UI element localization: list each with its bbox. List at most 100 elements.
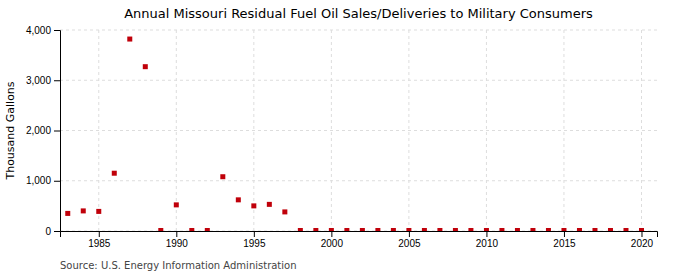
- point: [375, 228, 380, 231]
- point: [639, 228, 644, 231]
- point: [453, 228, 458, 231]
- tick-label: 1990: [166, 238, 189, 249]
- tick: 4,000: [26, 25, 60, 36]
- tick-mark: [331, 231, 332, 237]
- tick: 1,000: [26, 175, 60, 186]
- grid-line-x: [563, 30, 564, 231]
- grid-line-y: [60, 130, 657, 131]
- grid-line-x: [331, 30, 332, 231]
- point: [422, 228, 427, 231]
- point: [623, 228, 628, 231]
- y-axis: 0 1,000 2,000 3,000 4,000: [26, 25, 61, 237]
- point: [344, 228, 349, 231]
- grid-line-y: [60, 30, 657, 31]
- tick: 2,000: [26, 125, 60, 136]
- tick-label: 0: [45, 226, 51, 237]
- tick-label: 2020: [631, 238, 654, 249]
- point: [313, 228, 318, 231]
- x-axis: 1985 1990 1995 2000 2005 2010 2015 2020: [61, 231, 658, 249]
- source-note: Source: U.S. Energy Information Administ…: [60, 260, 297, 271]
- point: [484, 228, 489, 231]
- tick: 2020: [631, 231, 654, 249]
- grid-line-x: [486, 30, 487, 231]
- point: [112, 171, 117, 176]
- grid: [60, 30, 657, 231]
- point: [577, 228, 582, 231]
- tick-label: 1995: [243, 238, 266, 249]
- point: [360, 228, 365, 231]
- point: [608, 228, 613, 231]
- tick-label: 1985: [88, 238, 111, 249]
- plot-area: 1985 1990 1995 2000 2005 2010 2015 2020 0 1,000 2,…: [26, 25, 658, 249]
- point: [81, 208, 86, 213]
- grid-line-x: [408, 30, 409, 231]
- point: [127, 37, 132, 42]
- tick: 2005: [398, 231, 421, 249]
- tick-label: 3,000: [26, 75, 51, 86]
- points: [65, 37, 644, 231]
- point: [298, 228, 303, 231]
- tick-label: 2015: [553, 238, 576, 249]
- point: [391, 228, 396, 231]
- grid-line-y: [60, 80, 657, 81]
- grid-line-x: [641, 30, 642, 231]
- tick: 1990: [166, 231, 189, 249]
- tick: 2000: [321, 231, 344, 249]
- tick-mark: [54, 231, 60, 232]
- point: [220, 174, 225, 179]
- point: [158, 228, 163, 231]
- tick-mark: [54, 30, 60, 31]
- tick-mark: [54, 131, 60, 132]
- point: [96, 209, 101, 214]
- grid-line-x: [176, 30, 177, 231]
- grid-line-x: [253, 30, 254, 231]
- point: [515, 228, 520, 231]
- point: [499, 228, 504, 231]
- point: [406, 228, 411, 231]
- tick-mark: [54, 181, 60, 182]
- point: [205, 228, 210, 231]
- point: [282, 209, 287, 214]
- tick-mark: [486, 231, 487, 237]
- tick: 1995: [243, 231, 266, 249]
- point: [267, 202, 272, 207]
- tick-mark: [641, 231, 642, 237]
- chart: 1985 1990 1995 2000 2005 2010 2015 2020 0 1,000 2,…: [0, 0, 675, 275]
- axis-line: [54, 31, 61, 232]
- tick-mark: [176, 231, 177, 237]
- point: [561, 228, 566, 231]
- tick-label: 2005: [398, 238, 421, 249]
- tick-mark: [254, 231, 255, 237]
- tick: 1985: [88, 231, 111, 249]
- point: [174, 202, 179, 207]
- tick-mark: [564, 231, 565, 237]
- point: [329, 228, 334, 231]
- tick-label: 2,000: [26, 125, 51, 136]
- point: [468, 228, 473, 231]
- grid-line-x: [98, 30, 99, 231]
- tick-label: 2000: [321, 238, 344, 249]
- tick-mark: [409, 231, 410, 237]
- title: Annual Missouri Residual Fuel Oil Sales/…: [124, 6, 593, 21]
- grid-line-y: [60, 180, 657, 181]
- point: [65, 211, 70, 216]
- tick-label: 1,000: [26, 175, 51, 186]
- tick: 0: [45, 226, 60, 237]
- point: [236, 197, 241, 202]
- point: [143, 64, 148, 69]
- point: [592, 228, 597, 231]
- point: [530, 228, 535, 231]
- tick: 2015: [553, 231, 576, 249]
- tick-label: 4,000: [26, 25, 51, 36]
- point: [437, 228, 442, 231]
- tick-label: 2010: [476, 238, 499, 249]
- tick-mark: [99, 231, 100, 237]
- point: [189, 228, 194, 231]
- tick-mark: [54, 80, 60, 81]
- tick: 3,000: [26, 75, 60, 86]
- point: [546, 228, 551, 231]
- tick: 2010: [476, 231, 499, 249]
- axis-line: [61, 232, 658, 238]
- y-axis-label: Thousand Gallons: [4, 81, 17, 180]
- point: [251, 203, 256, 208]
